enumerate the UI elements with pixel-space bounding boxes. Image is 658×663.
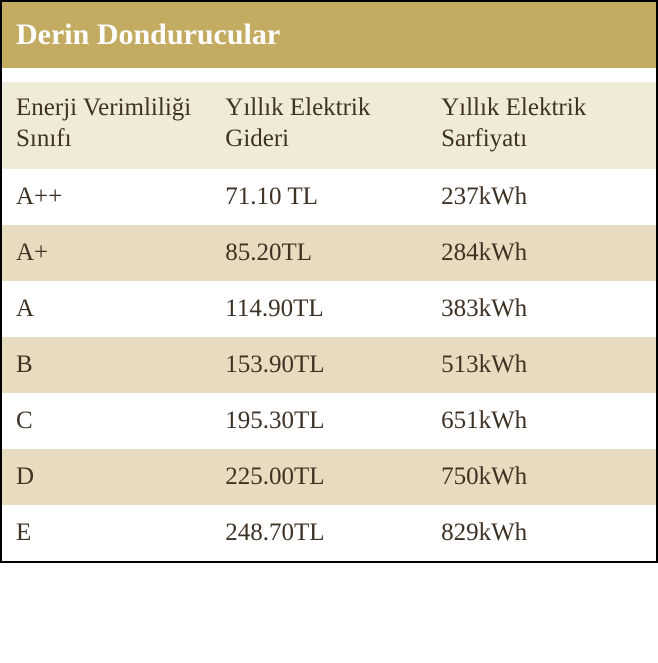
- cell-energy-class: E: [2, 505, 211, 561]
- cell-annual-consumption: 651kWh: [427, 393, 656, 449]
- cell-annual-consumption: 237kWh: [427, 169, 656, 225]
- table-title: Derin Dondurucular: [2, 2, 656, 68]
- cell-energy-class: B: [2, 337, 211, 393]
- cell-annual-cost: 153.90TL: [211, 337, 427, 393]
- cell-annual-consumption: 284kWh: [427, 225, 656, 281]
- cell-annual-consumption: 750kWh: [427, 449, 656, 505]
- energy-table: Derin Dondurucular Enerji Verimliliği Sı…: [0, 0, 658, 563]
- cell-annual-cost: 114.90TL: [211, 281, 427, 337]
- cell-annual-cost: 248.70TL: [211, 505, 427, 561]
- spacer: [2, 68, 656, 82]
- header-annual-cost: Yıllık Elektrik Gideri: [211, 82, 427, 169]
- cell-energy-class: A: [2, 281, 211, 337]
- table-row: A+85.20TL284kWh: [2, 225, 656, 281]
- table-header-row: Enerji Verimliliği Sınıfı Yıllık Elektri…: [2, 82, 656, 169]
- cell-annual-cost: 225.00TL: [211, 449, 427, 505]
- table-row: C195.30TL651kWh: [2, 393, 656, 449]
- table-row: A++71.10 TL237kWh: [2, 169, 656, 225]
- header-annual-consumption: Yıllık Elektrik Sarfiyatı: [427, 82, 656, 169]
- cell-energy-class: C: [2, 393, 211, 449]
- cell-annual-consumption: 829kWh: [427, 505, 656, 561]
- table-row: E248.70TL829kWh: [2, 505, 656, 561]
- cell-annual-consumption: 383kWh: [427, 281, 656, 337]
- cell-energy-class: A++: [2, 169, 211, 225]
- cell-annual-cost: 85.20TL: [211, 225, 427, 281]
- table-body: A++71.10 TL237kWhA+85.20TL284kWhA114.90T…: [2, 169, 656, 561]
- header-energy-class: Enerji Verimliliği Sınıfı: [2, 82, 211, 169]
- cell-annual-cost: 195.30TL: [211, 393, 427, 449]
- table-row: A114.90TL383kWh: [2, 281, 656, 337]
- cell-annual-consumption: 513kWh: [427, 337, 656, 393]
- cell-energy-class: D: [2, 449, 211, 505]
- cell-energy-class: A+: [2, 225, 211, 281]
- table-row: B153.90TL513kWh: [2, 337, 656, 393]
- cell-annual-cost: 71.10 TL: [211, 169, 427, 225]
- table-row: D225.00TL750kWh: [2, 449, 656, 505]
